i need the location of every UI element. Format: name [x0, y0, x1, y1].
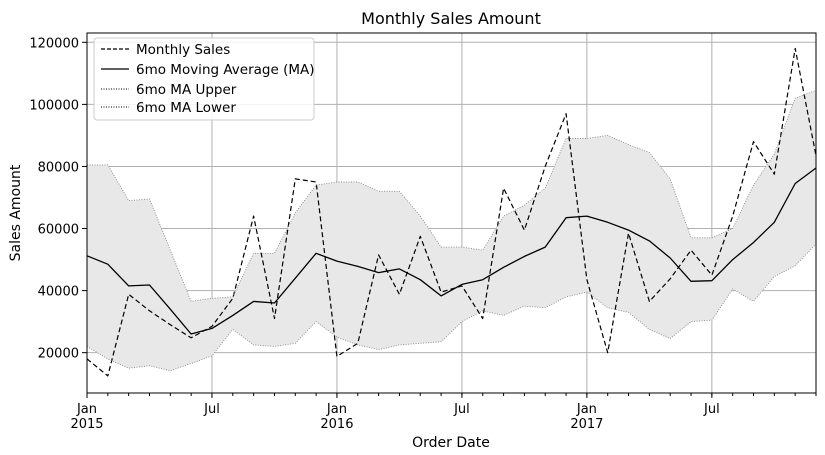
x-tick-label: Jul [203, 402, 220, 417]
moving-average-line [86, 167, 817, 335]
legend-label-ma-upper: 6mo MA Upper [136, 82, 237, 98]
y-axis: 20000 40000 60000 80000 100000 120000 [29, 36, 87, 362]
x-tick-label: Jan [76, 402, 97, 417]
ma-lower-line [86, 243, 817, 372]
series-lines [86, 47, 817, 377]
y-axis-title: Sales Amount [8, 164, 24, 261]
y-tick-label: 120000 [29, 36, 79, 51]
legend-label-monthly-sales: Monthly Sales [136, 42, 230, 58]
legend-label-ma-lower: 6mo MA Lower [136, 100, 236, 116]
y-tick-label: 80000 [38, 160, 79, 175]
x-tick-label: Jan [326, 402, 347, 417]
ma-upper-line [87, 89, 817, 302]
x-tick-year-label: 2015 [70, 417, 103, 432]
y-tick-label: 100000 [29, 98, 79, 113]
legend-label-moving-average: 6mo Moving Average (MA) [136, 62, 315, 78]
monthly-sales-line [86, 47, 817, 377]
y-tick-label: 20000 [38, 347, 79, 362]
plot-frame [86, 32, 817, 394]
x-tick-year-label: 2017 [570, 417, 603, 432]
x-tick-label: Jul [703, 402, 720, 417]
legend-box [93, 37, 315, 121]
x-tick-label: Jan [576, 402, 597, 417]
ma-band-fill [87, 90, 816, 371]
ma-band [87, 90, 816, 371]
y-tick-label: 40000 [38, 285, 79, 300]
x-tick-label: Jul [453, 402, 470, 417]
chart-title: Monthly Sales Amount [361, 9, 541, 28]
x-tick-year-label: 2016 [320, 417, 353, 432]
x-axis-title: Order Date [412, 435, 490, 451]
y-tick-label: 60000 [38, 223, 79, 238]
legend: Monthly Sales 6mo Moving Average (MA) 6m… [93, 37, 315, 121]
